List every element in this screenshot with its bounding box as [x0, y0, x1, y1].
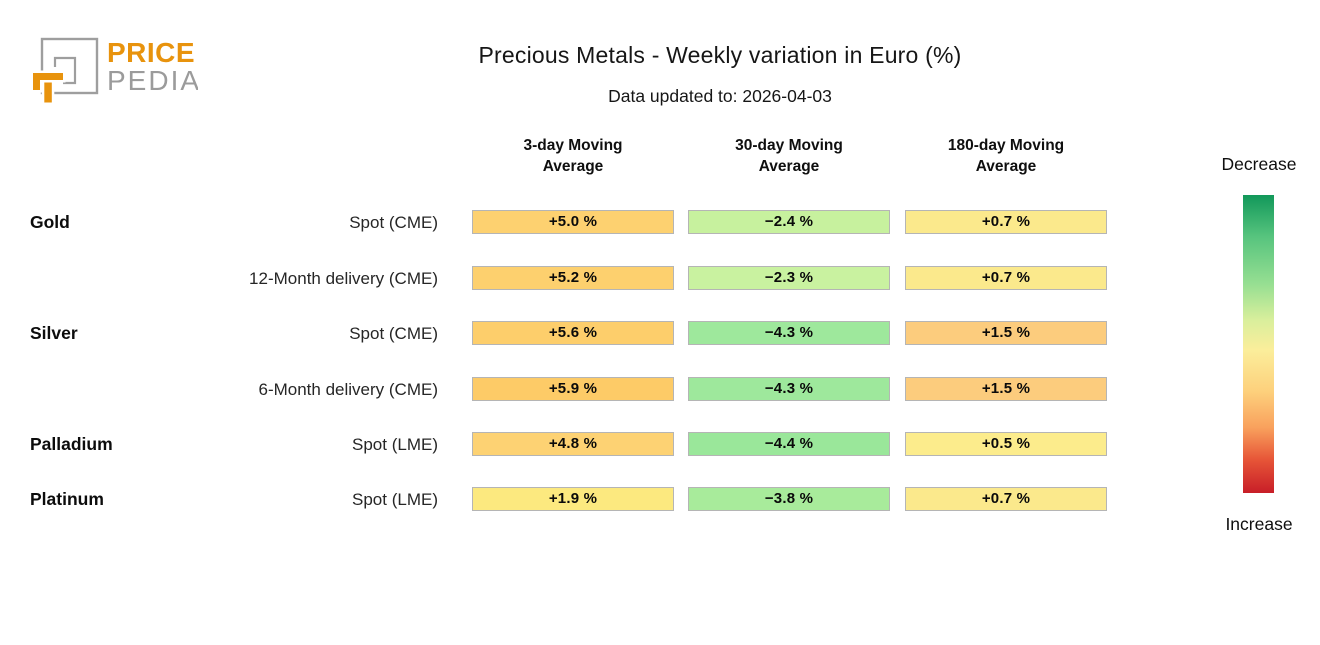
series-label: Spot (LME): [352, 490, 438, 509]
pricepedia-logo: PRICE PEDIA: [30, 37, 198, 105]
metal-label: Platinum: [30, 489, 104, 509]
legend-colorbar: [1243, 195, 1274, 493]
value-cell: −2.4 %: [688, 210, 890, 234]
value-cell: +5.0 %: [472, 210, 674, 234]
value-cell: +1.9 %: [472, 487, 674, 511]
value-cell: −2.3 %: [688, 266, 890, 290]
legend-decrease-label: Decrease: [1221, 154, 1297, 174]
column-header-180day: 180-day Moving Average: [947, 137, 1065, 175]
value-cell: +0.7 %: [905, 487, 1107, 511]
logo-word-price: PRICE: [107, 37, 195, 68]
value-cell: +5.6 %: [472, 321, 674, 345]
value-cell: +5.9 %: [472, 377, 674, 401]
page-title: Precious Metals - Weekly variation in Eu…: [478, 42, 962, 68]
value-cell: −4.3 %: [688, 377, 890, 401]
value-cell: −4.4 %: [688, 432, 890, 456]
value-cell: +0.7 %: [905, 266, 1107, 290]
table-row: 6-Month delivery (CME) +5.9 % −4.3 % +1.…: [0, 377, 1320, 401]
table-row: Palladium Spot (LME) +4.8 % −4.4 % +0.5 …: [0, 432, 1320, 456]
value-cell: +1.5 %: [905, 321, 1107, 345]
logo-word-pedia: PEDIA: [107, 65, 198, 96]
series-label: 12-Month delivery (CME): [249, 269, 438, 288]
metal-label: Silver: [30, 323, 78, 343]
table-row: Silver Spot (CME) +5.6 % −4.3 % +1.5 %: [0, 321, 1320, 345]
value-cell: +1.5 %: [905, 377, 1107, 401]
logo-orange-corner: [30, 70, 66, 93]
table-row: Gold Spot (CME) +5.0 % −2.4 % +0.7 %: [0, 210, 1320, 234]
update-date: Data updated to: 2026-04-03: [608, 86, 832, 106]
metal-label: Gold: [30, 212, 70, 232]
value-cell: +5.2 %: [472, 266, 674, 290]
series-label: Spot (CME): [349, 213, 438, 232]
value-cell: +0.7 %: [905, 210, 1107, 234]
table-row: Platinum Spot (LME) +1.9 % −3.8 % +0.7 %: [0, 487, 1320, 511]
logo-outer-square: [40, 37, 99, 95]
series-label: Spot (CME): [349, 324, 438, 343]
value-cell: −4.3 %: [688, 321, 890, 345]
series-label: Spot (LME): [352, 435, 438, 454]
metal-label: Palladium: [30, 434, 113, 454]
value-cell: +4.8 %: [472, 432, 674, 456]
column-header-30day: 30-day Moving Average: [735, 137, 843, 175]
column-header-3day: 3-day Moving Average: [523, 137, 623, 175]
legend-increase-label: Increase: [1225, 514, 1293, 534]
logo-inner-square: [53, 56, 77, 85]
series-label: 6-Month delivery (CME): [258, 380, 439, 399]
logo-orange-bar: [41, 80, 55, 105]
value-cell: +0.5 %: [905, 432, 1107, 456]
table-row: 12-Month delivery (CME) +5.2 % −2.3 % +0…: [0, 266, 1320, 290]
value-cell: −3.8 %: [688, 487, 890, 511]
